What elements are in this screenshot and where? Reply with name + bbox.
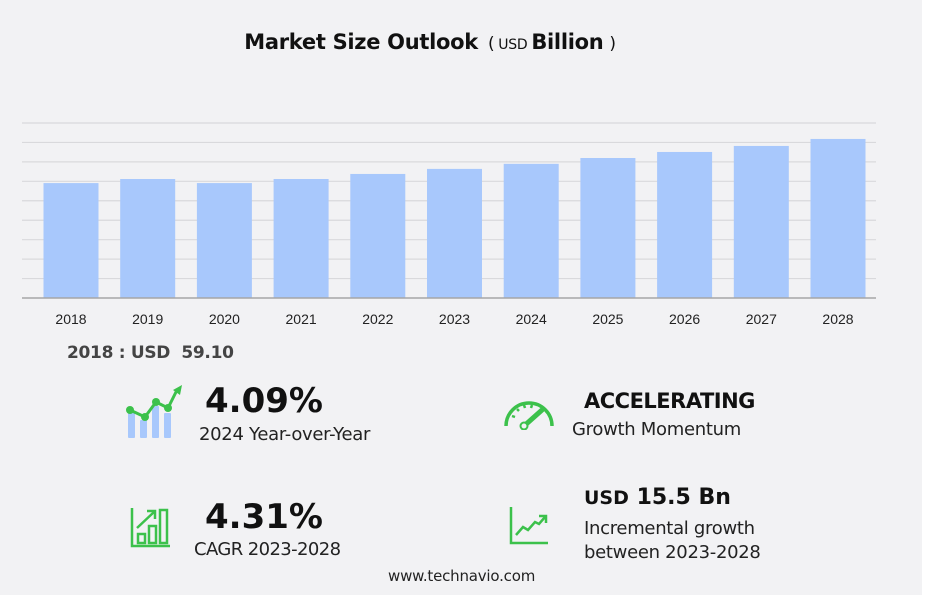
yoy-label: 2024 Year-over-Year (199, 424, 371, 445)
momentum-label: Growth Momentum (572, 419, 741, 440)
bar-2020 (196, 183, 252, 298)
base-year-value: 2018 : USD 59.10 (67, 343, 234, 363)
bar-chart: 2018 2019 2020 2021 2022 2023 2024 2025 2026 2027… (22, 122, 876, 327)
footer-url[interactable]: www.technavio.com (388, 567, 536, 585)
x-tick-label: 2021 (286, 311, 317, 327)
bar-2025 (580, 158, 636, 298)
bar-2019 (120, 179, 176, 298)
x-tick-labels: 2018 2019 2020 2021 2022 2023 2024 2025 2026 2027… (55, 311, 853, 327)
x-tick-label: 2018 (55, 311, 86, 327)
x-tick-label: 2022 (362, 311, 393, 327)
incremental-label-line2: between 2023-2028 (584, 542, 761, 563)
bar-2027 (733, 145, 789, 298)
title-paren-close: ) (609, 34, 616, 54)
x-tick-label: 2019 (132, 311, 163, 327)
incremental-value: USD 15.5 Bn (584, 485, 731, 510)
bar-2026 (657, 151, 713, 298)
x-tick-label: 2026 (669, 311, 700, 327)
title-currency: USD (498, 37, 528, 53)
incremental-amount: 15.5 Bn (636, 485, 731, 510)
bar-2024 (503, 163, 559, 298)
bar-chart-arrow-icon (130, 508, 170, 548)
base-year-label: 2018 : USD (67, 343, 171, 363)
base-year-number: 59.10 (181, 343, 234, 363)
chart-title: Market Size Outlook (USD Billion) (0, 30, 860, 54)
x-tick-label: 2024 (516, 311, 547, 327)
x-tick-label: 2025 (592, 311, 623, 327)
title-unit: Billion (531, 30, 604, 54)
bar-2021 (273, 179, 329, 298)
trend-line-icon (509, 507, 548, 545)
x-tick-label: 2020 (209, 311, 240, 327)
yoy-value: 4.09% (205, 381, 323, 421)
incremental-label-line1: Incremental growth (584, 518, 755, 539)
incremental-prefix: USD (584, 487, 629, 509)
x-tick-label: 2028 (822, 311, 853, 327)
growth-line-bar-icon (126, 385, 182, 438)
bars (43, 138, 866, 298)
title-paren-open: ( (487, 34, 495, 54)
cagr-label: CAGR 2023-2028 (194, 539, 341, 560)
momentum-value: ACCELERATING (584, 389, 755, 413)
speedometer-icon (504, 401, 554, 430)
bar-2023 (427, 168, 482, 298)
bar-2018 (43, 183, 99, 298)
x-tick-label: 2023 (439, 311, 470, 327)
title-text: Market Size Outlook (244, 30, 478, 54)
cagr-value: 4.31% (205, 497, 323, 537)
x-tick-label: 2027 (746, 311, 777, 327)
bar-2028 (810, 138, 866, 298)
bar-2022 (350, 173, 406, 298)
